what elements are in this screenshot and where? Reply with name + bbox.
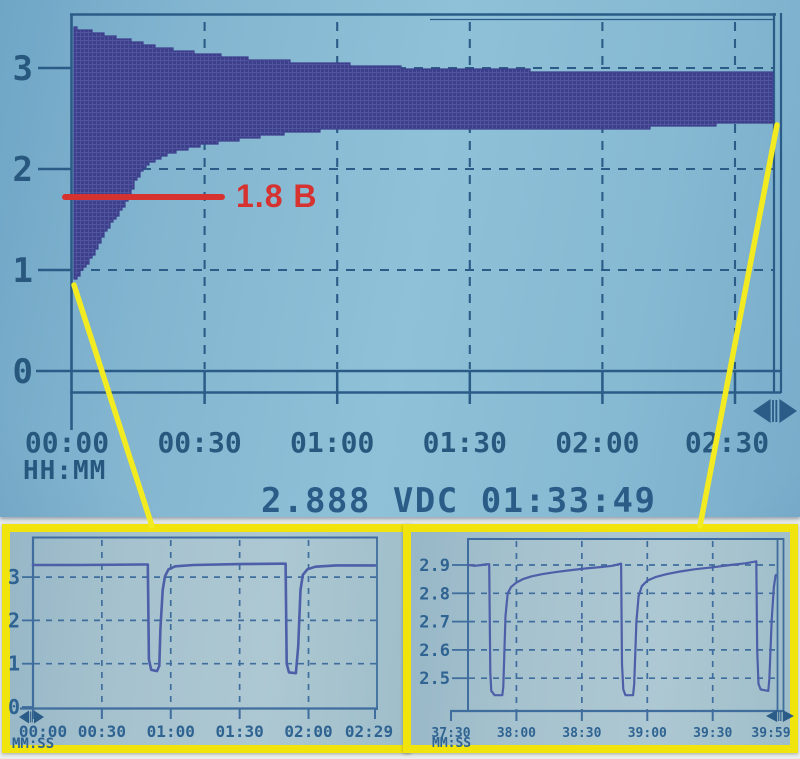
x-tick-label: 37:30 [431,726,470,741]
y-tick-label: 0 [13,352,33,392]
inset-left-chart: 3 2 1 0 00:00 00:30 01:00 01:30 02:00 02:29 [8,536,393,741]
h-scroll-arrows-icon[interactable] [19,710,44,724]
arrow-bar-glyph [31,711,33,723]
x-tick-label: 00:30 [78,722,126,741]
arrow-bar-glyph [29,711,31,723]
y-tick-label: 2 [8,608,20,632]
inset-right-panel: 2.9 2.8 2.7 2.6 2.5 37:30 38:00 38:30 39:00 39:30… [403,524,798,753]
left-arrow-glyph [753,399,771,423]
y-tick-label: 3 [13,49,33,89]
x-tick-label: 01:00 [290,426,374,459]
y-tick-label: 2.8 [419,584,450,604]
y-tick-label: 2.7 [419,613,450,633]
lcd-photo-main: 3 2 1 0 00:00 00:30 01:00 01:30 02:00 02:30 1.8 В… [0,0,800,521]
x-tick-label: 38:30 [562,726,601,741]
x-tick-label: 00:00 [25,426,109,459]
arrow-bar-glyph [772,400,774,422]
y-tick-label: 2.5 [419,669,450,689]
envelope-band [73,26,774,280]
right-arrow-glyph [34,710,44,724]
y-tick-label: 1 [13,251,33,291]
arrow-bar-glyph [780,711,782,721]
status-readout: 2.888 VDC 01:33:49 [261,481,657,521]
right-arrow-glyph [779,399,797,423]
x-axis-unit-label: MM:SS [432,736,472,751]
x-tick-label: 02:00 [555,426,639,459]
y-tick-label: 3 [8,565,20,589]
right-arrow-glyph [782,710,794,722]
annotation-line [62,194,225,200]
main-chart: 3 2 1 0 00:00 00:30 01:00 01:30 02:00 02:30 [13,13,797,459]
left-arrow-glyph [766,710,778,722]
inset-right-chart: 2.9 2.8 2.7 2.6 2.5 37:30 38:00 38:30 39:00 39:30… [419,538,794,741]
x-tick-label: 01:30 [216,722,264,741]
x-tick-label: 02:29 [345,722,393,741]
y-tick-label: 1 [8,652,20,676]
voltage-trace [467,560,778,697]
h-scroll-arrows-icon[interactable] [766,710,794,722]
x-tick-label: 01:30 [423,426,507,459]
x-tick-label: 39:00 [628,726,667,741]
x-axis-unit-label: HH:MM [23,456,107,486]
annotation-label: 1.8 В [236,178,318,214]
x-tick-label: 00:30 [157,426,241,459]
x-tick-label: 00:00 [19,722,67,741]
x-tick-label: 38:00 [497,726,536,741]
x-tick-label: 01:00 [147,722,195,741]
inset-left-panel: 3 2 1 0 00:00 00:30 01:00 01:30 02:00 02:29 MM:SS [2,524,411,753]
x-tick-label: 39:30 [693,726,732,741]
arrow-bar-glyph [775,400,778,422]
voltage-trace [31,562,377,675]
x-axis-unit-label: MM:SS [12,736,55,752]
x-tick-label: 02:00 [284,722,332,741]
y-tick-label: 2 [13,150,33,190]
arrow-bar-glyph [778,711,780,721]
y-tick-label: 2.6 [419,641,450,661]
y-tick-label: 2.9 [419,556,450,576]
y-tick-label: 0 [8,695,20,719]
h-scroll-arrows-icon[interactable] [753,399,797,423]
left-arrow-glyph [19,710,29,724]
x-tick-label: 02:30 [685,426,769,459]
x-tick-label: 39:59 [751,726,790,741]
